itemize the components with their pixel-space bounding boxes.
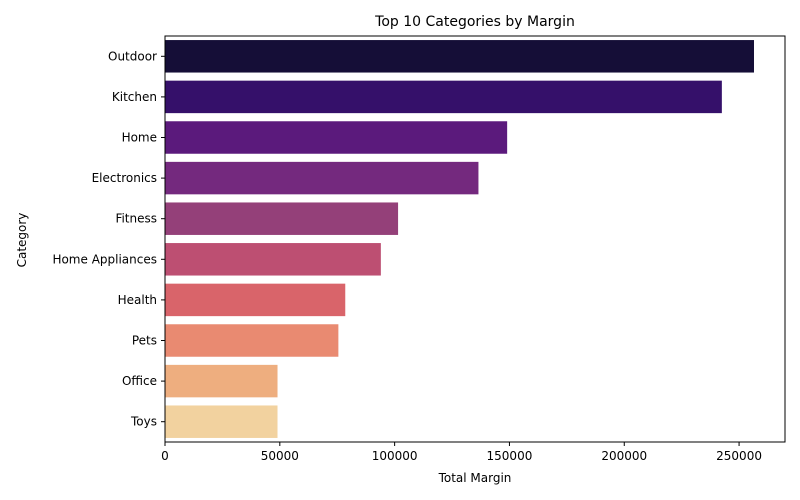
- bar-home-appliances: [165, 243, 381, 276]
- y-tick-label: Office: [122, 374, 157, 388]
- y-tick-label: Pets: [132, 334, 157, 348]
- y-axis-ticks: Outdoor Kitchen Home Electronics Fitness Home…: [52, 49, 165, 429]
- x-axis-ticks: 0 50000 100000 150000 200000 250000: [161, 442, 762, 463]
- bar-home: [165, 121, 508, 154]
- chart-title: Top 10 Categories by Margin: [374, 14, 575, 30]
- x-axis-label: Total Margin: [438, 471, 512, 485]
- plot-frame: [164, 35, 786, 443]
- bar-fitness: [165, 202, 399, 235]
- y-tick-label: Kitchen: [112, 90, 157, 104]
- bar-electronics: [165, 161, 479, 195]
- y-tick-label: Home: [122, 131, 157, 145]
- x-tick-label: 250000: [716, 449, 762, 463]
- x-tick-label: 0: [161, 449, 169, 463]
- bars-group: [165, 40, 754, 438]
- y-tick-label: Outdoor: [108, 49, 157, 63]
- bar-toys: [165, 405, 278, 438]
- x-tick-label: 50000: [261, 449, 299, 463]
- y-tick-label: Home Appliances: [52, 252, 157, 266]
- y-tick-label: Electronics: [92, 171, 157, 185]
- x-tick-label: 150000: [487, 449, 533, 463]
- bar-office: [165, 364, 278, 398]
- plot-border: [164, 35, 786, 443]
- bar-health: [165, 283, 346, 317]
- bar-pets: [165, 324, 339, 357]
- bar-kitchen: [165, 80, 722, 114]
- y-tick-label: Toys: [130, 415, 157, 429]
- y-tick-label: Fitness: [115, 212, 157, 226]
- x-tick-label: 100000: [372, 449, 418, 463]
- x-tick-label: 200000: [601, 449, 647, 463]
- bar-outdoor: [165, 40, 754, 73]
- y-tick-label: Health: [118, 293, 157, 307]
- y-axis-label: Category: [15, 213, 29, 268]
